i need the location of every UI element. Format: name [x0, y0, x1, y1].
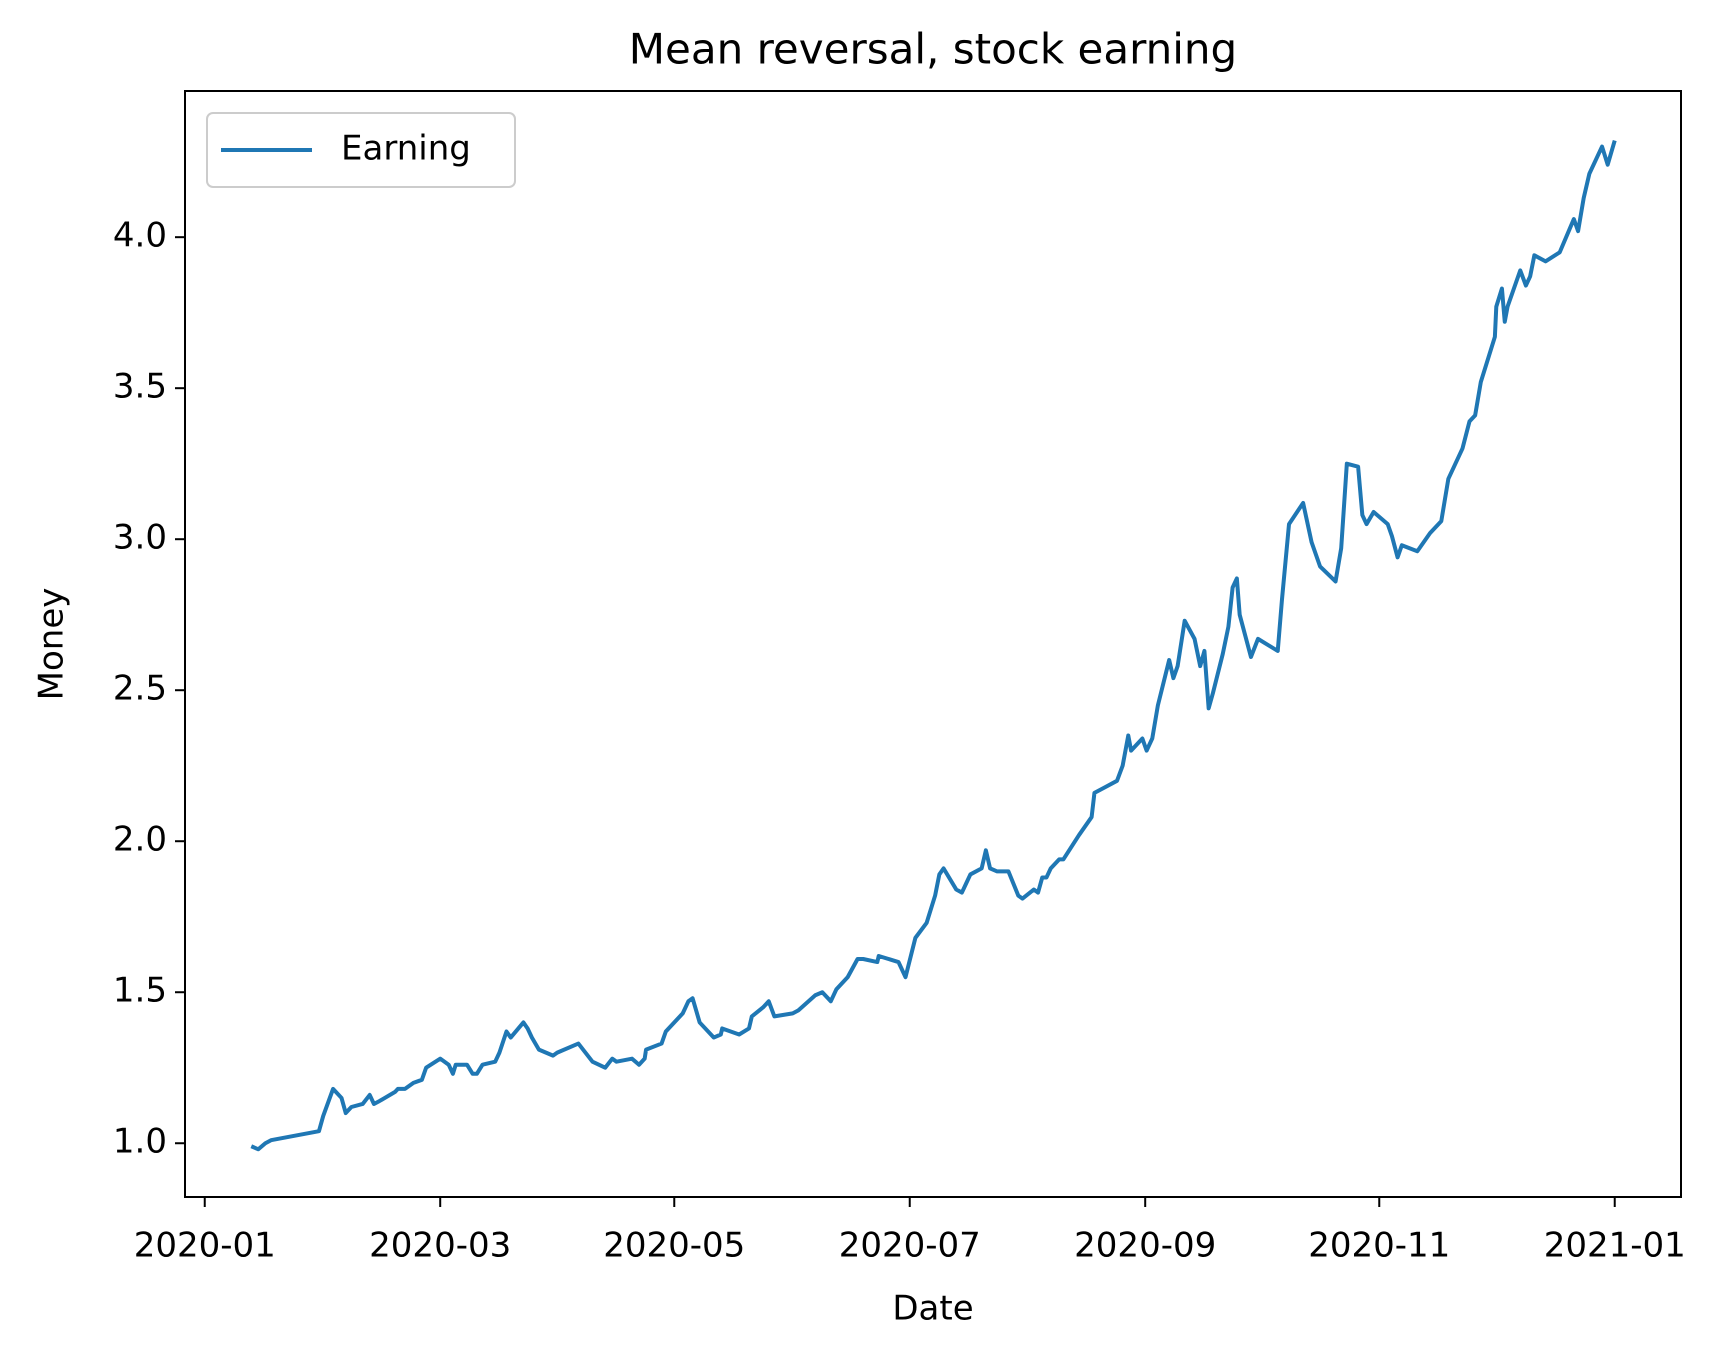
y-tick-label: 2.0 — [113, 820, 167, 860]
x-tick-label: 2020-09 — [1074, 1226, 1216, 1266]
y-tick-label: 1.5 — [113, 971, 167, 1011]
x-tick-label: 2021-01 — [1544, 1226, 1686, 1266]
y-tick-label: 3.0 — [113, 518, 167, 558]
x-tick-label: 2020-03 — [369, 1226, 511, 1266]
y-axis-label: Money — [32, 588, 72, 701]
y-tick-label: 2.5 — [113, 669, 167, 709]
y-tick-label: 4.0 — [113, 216, 167, 256]
x-tick-label: 2020-01 — [134, 1226, 276, 1266]
chart-title: Mean reversal, stock earning — [629, 25, 1237, 74]
plot-frame — [184, 90, 1682, 1198]
x-tick-label: 2020-07 — [839, 1226, 981, 1266]
legend-label: Earning — [341, 129, 471, 169]
x-axis-label: Date — [892, 1289, 973, 1329]
line — [250, 139, 1617, 1152]
y-tick-label: 3.5 — [113, 367, 167, 407]
legend-box — [206, 112, 516, 188]
y-tick-label: 1.0 — [113, 1122, 167, 1162]
x-tick-label: 2020-11 — [1308, 1226, 1450, 1266]
x-tick-label: 2020-05 — [603, 1226, 745, 1266]
